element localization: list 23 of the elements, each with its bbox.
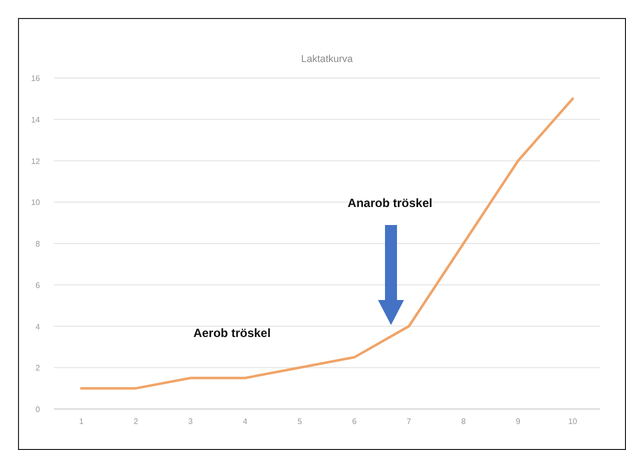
x-tick-label: 1 (79, 417, 84, 426)
chart-title: Laktatkurva (301, 54, 354, 65)
x-tick-label: 9 (516, 417, 521, 426)
y-tick-label: 6 (36, 280, 41, 290)
x-tick-label: 8 (461, 417, 466, 426)
x-tick-label: 4 (242, 417, 248, 426)
y-tick-label: 0 (36, 405, 41, 414)
y-tick-label: 14 (31, 115, 41, 124)
y-tick-label: 10 (31, 198, 41, 208)
x-tick-label: 3 (188, 417, 194, 426)
annotation: Aerob tröskel (193, 326, 271, 340)
x-tick-label: 10 (568, 417, 578, 426)
y-tick-label: 2 (36, 364, 41, 373)
y-tick-label: 12 (31, 156, 41, 166)
annotation: Anarob tröskel (348, 196, 432, 210)
y-tick-label: 4 (36, 322, 41, 332)
line-series (80, 97, 574, 390)
x-tick-label: 5 (297, 417, 302, 426)
x-tick-label: 6 (352, 417, 358, 426)
x-tick-label: 2 (134, 417, 139, 426)
y-tick-label: 16 (31, 74, 41, 83)
y-tick-label: 8 (36, 240, 41, 248)
x-tick-label: 7 (406, 417, 412, 426)
